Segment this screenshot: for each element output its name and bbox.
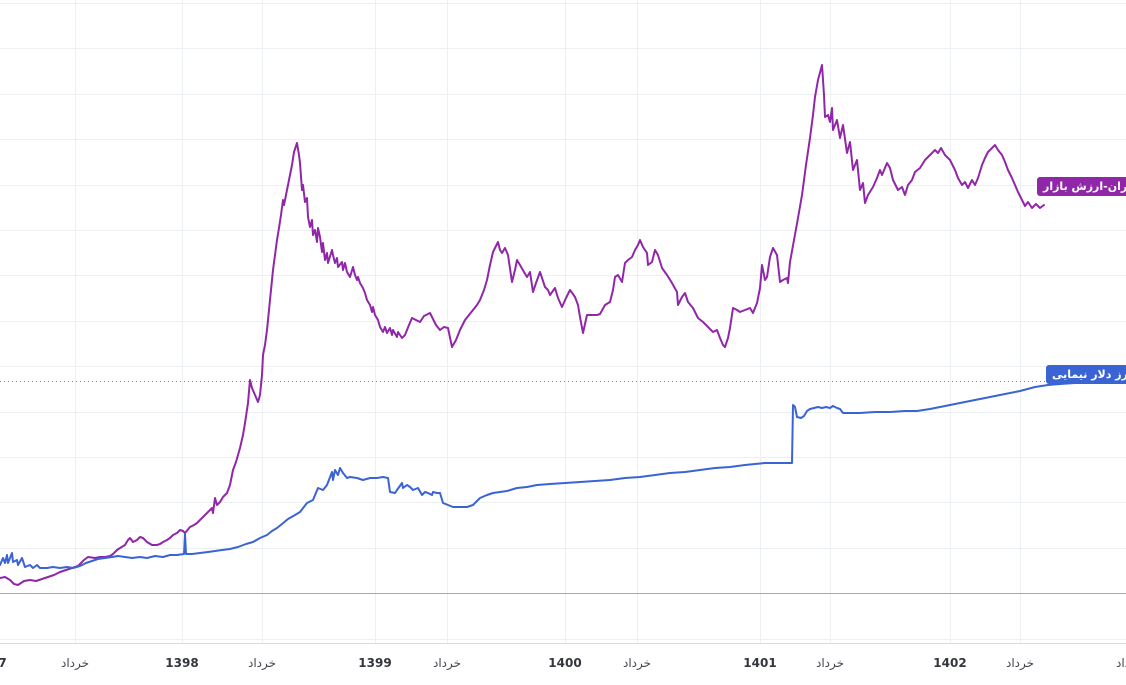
time-axis-label: خرداد [247,656,277,670]
time-axis-label: 1398 [165,656,199,670]
time-axis-label: 1399 [358,656,392,670]
time-axis-label: خرداد [432,656,462,670]
series-label-nima-dollar[interactable]: ارز دلار نیمایی [1046,365,1126,384]
chart-area[interactable]: بورس ایران-ارزش بازار ارز دلار نیمایی [0,0,1126,643]
time-axis-label: خرداد [622,656,652,670]
time-axis-label: خرداد [1115,656,1126,670]
series-line-0[interactable] [0,64,1045,586]
time-axis-label: خرداد [1005,656,1035,670]
time-axis-label: 1402 [933,656,967,670]
time-axis-label: 1397 [0,656,7,670]
chart-canvas[interactable] [0,0,1126,643]
series-line-1[interactable] [0,379,1119,569]
time-axis-label: خرداد [60,656,90,670]
time-axis-label: 1401 [743,656,777,670]
series-label-iran-bourse[interactable]: بورس ایران-ارزش بازار [1037,177,1126,196]
time-axis-label: خرداد [815,656,845,670]
time-axis-label: 1400 [548,656,582,670]
time-axis[interactable]: 1397 خرداد 1398 خرداد 1399 خرداد 1400 خرداد 1401… [0,643,1126,685]
